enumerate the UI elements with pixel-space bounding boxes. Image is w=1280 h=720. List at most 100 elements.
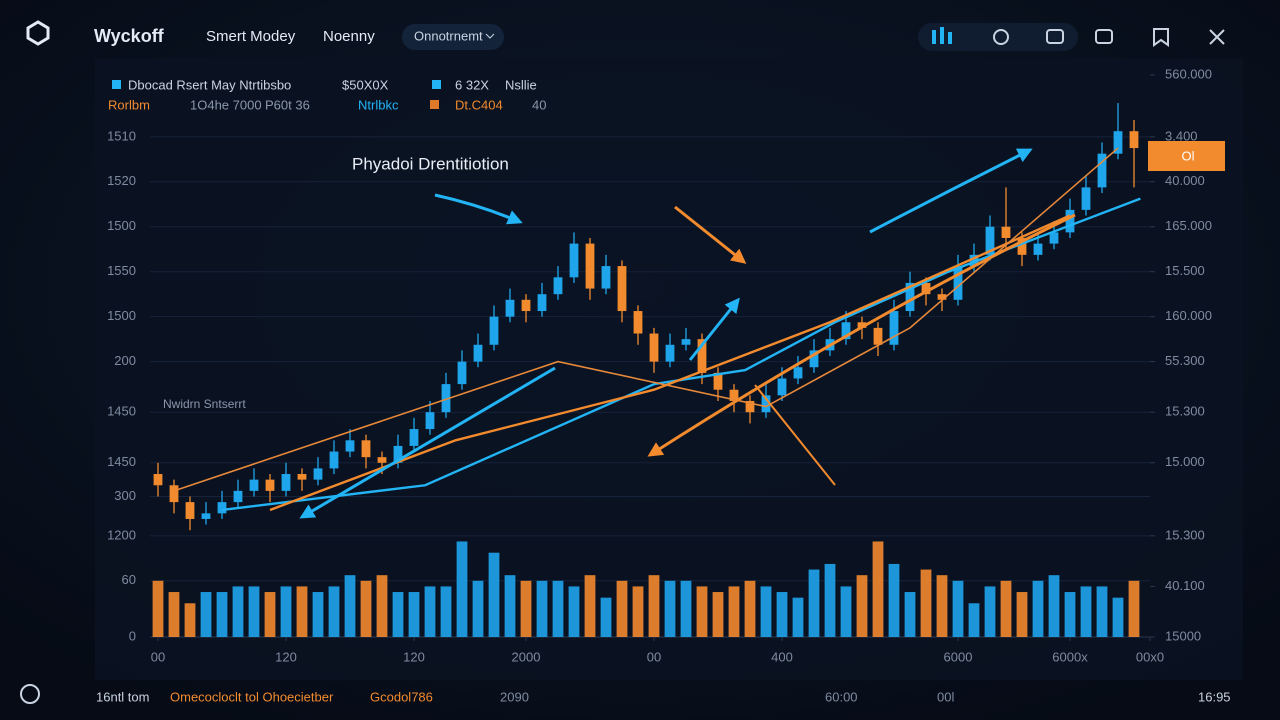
volume-bar bbox=[600, 597, 612, 637]
volume-bar bbox=[216, 592, 228, 637]
volume-bar bbox=[152, 580, 164, 637]
volume-bar bbox=[296, 586, 308, 637]
volume-bar bbox=[168, 592, 180, 637]
candle-body bbox=[921, 282, 931, 295]
volume-bar bbox=[1096, 586, 1108, 637]
footer-text: 2090 bbox=[500, 689, 529, 704]
menu-item[interactable]: Smert Modey bbox=[206, 28, 296, 45]
close-icon[interactable] bbox=[1209, 29, 1225, 45]
volume-bar bbox=[328, 586, 340, 637]
y-tick-label: 1550 bbox=[107, 263, 136, 278]
y2-tick-label: 40.000 bbox=[1165, 173, 1205, 188]
dropdown-label: Onnotrnemt bbox=[414, 28, 483, 43]
volume-bar bbox=[968, 603, 980, 637]
logo-text[interactable]: Wyckoff bbox=[94, 26, 165, 46]
y-tick-label: 1520 bbox=[107, 173, 136, 188]
volume-bar bbox=[632, 586, 644, 637]
tool-icon bbox=[940, 27, 944, 44]
candle-body bbox=[937, 294, 947, 300]
volume-bar bbox=[1048, 575, 1060, 637]
candle-body bbox=[153, 474, 163, 486]
volume-bar bbox=[824, 563, 836, 637]
candle-body bbox=[809, 350, 819, 368]
volume-bar bbox=[248, 586, 260, 637]
volume-bar bbox=[456, 541, 468, 637]
volume-bar bbox=[312, 592, 324, 637]
volume-bar bbox=[1064, 592, 1076, 637]
menu-item[interactable]: Noenny bbox=[323, 28, 375, 45]
tool-icon[interactable] bbox=[932, 30, 936, 44]
volume-bar bbox=[728, 586, 740, 637]
x-tick-label: 6000 bbox=[944, 649, 973, 664]
tool-icon[interactable] bbox=[993, 29, 1009, 45]
candle-body bbox=[841, 322, 851, 340]
y-tick-label: 1450 bbox=[107, 404, 136, 419]
volume-bar bbox=[984, 586, 996, 637]
annotation: Phyadoi Drentitiotion bbox=[352, 154, 509, 173]
y2-tick-label: 15000 bbox=[1165, 628, 1201, 643]
y-tick-label: 1500 bbox=[107, 218, 136, 233]
y-tick-label: 60 bbox=[122, 572, 136, 587]
volume-bar bbox=[744, 580, 756, 637]
y-tick-label: 0 bbox=[129, 628, 136, 643]
candle-body bbox=[201, 513, 211, 519]
candle-body bbox=[281, 474, 291, 491]
candle-body bbox=[1001, 226, 1011, 238]
header: Wyckoff Smert Modey Noenny Onnotrnemt bbox=[26, 20, 1225, 51]
candle-body bbox=[233, 490, 243, 503]
y2-tick-label: 15.300 bbox=[1165, 404, 1205, 419]
y-tick-label: 1500 bbox=[107, 308, 136, 323]
candle-body bbox=[441, 384, 451, 413]
candle-body bbox=[601, 266, 611, 289]
candle-body bbox=[361, 440, 371, 458]
volume-bar bbox=[568, 586, 580, 637]
volume-bar bbox=[232, 586, 244, 637]
tool-icon[interactable] bbox=[1046, 29, 1064, 44]
y-tick-label: 300 bbox=[114, 488, 136, 503]
candle-body bbox=[681, 339, 691, 345]
x-tick-label: 00x0 bbox=[1136, 649, 1164, 664]
y2-tick-label: 15.300 bbox=[1165, 527, 1205, 542]
volume-bar bbox=[680, 580, 692, 637]
candle-body bbox=[761, 395, 771, 413]
y2-tick-label: 15.000 bbox=[1165, 454, 1205, 469]
volume-bar bbox=[488, 552, 500, 637]
footer-icon[interactable] bbox=[20, 684, 40, 704]
y2-tick-label: 15.500 bbox=[1165, 263, 1205, 278]
volume-bar bbox=[856, 575, 868, 637]
volume-bar bbox=[840, 586, 852, 637]
volume-bar bbox=[424, 586, 436, 637]
x-tick-label: 400 bbox=[771, 649, 793, 664]
annotation: Nwidrn Sntserrt bbox=[163, 397, 246, 411]
dropdown[interactable] bbox=[402, 24, 504, 50]
candle-body bbox=[713, 372, 723, 390]
y2-tick-label: 560.000 bbox=[1165, 66, 1212, 81]
volume-bar bbox=[920, 569, 932, 637]
volume-bar bbox=[712, 592, 724, 637]
legend-swatch bbox=[112, 80, 121, 89]
y2-tick-label: 3.400 bbox=[1165, 128, 1198, 143]
legend-text: 6 32X bbox=[455, 77, 489, 92]
volume-bar bbox=[1080, 586, 1092, 637]
bookmark-icon[interactable] bbox=[1153, 28, 1169, 47]
candle-body bbox=[889, 311, 899, 345]
candle-body bbox=[489, 316, 499, 345]
volume-bar bbox=[200, 592, 212, 637]
footer-text: 00l bbox=[937, 689, 954, 704]
candle-body bbox=[1065, 209, 1075, 233]
candle-body bbox=[777, 378, 787, 396]
tool-icon[interactable] bbox=[1095, 29, 1113, 44]
candle-body bbox=[313, 468, 323, 480]
candle-body bbox=[1017, 237, 1027, 255]
volume-bar bbox=[1032, 580, 1044, 637]
plot: 1510152015001550150020014501450300120060… bbox=[107, 66, 1212, 664]
volume-bar bbox=[792, 597, 804, 637]
x-tick-label: 120 bbox=[403, 649, 425, 664]
volume-bar bbox=[184, 603, 196, 637]
candle-body bbox=[697, 339, 707, 373]
candle-body bbox=[873, 327, 883, 345]
y2-tick-label: 160.000 bbox=[1165, 308, 1212, 323]
footer: 16ntl tom Omecocloclt tol Ohoecietber Gc… bbox=[20, 684, 1231, 704]
candle-body bbox=[953, 266, 963, 300]
